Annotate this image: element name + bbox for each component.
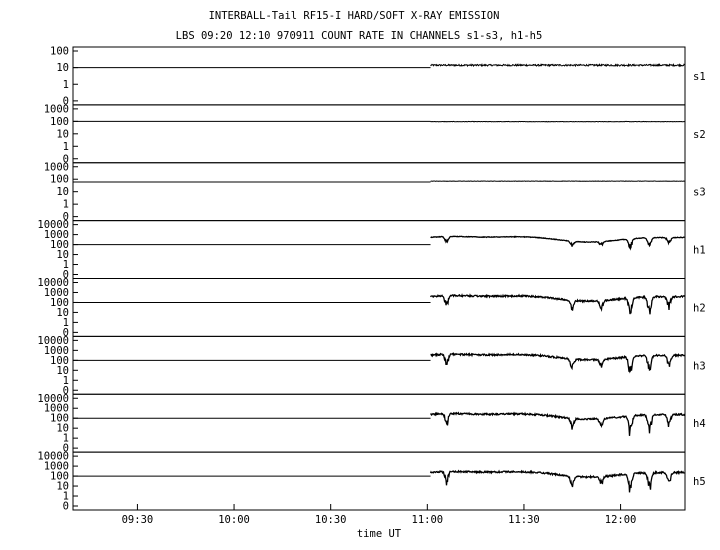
panel-frame (72, 162, 686, 222)
y-tick-label: 1000 (44, 461, 69, 473)
y-tick-label: 10000 (37, 219, 69, 231)
panels: 1001010s110001001010s210001001010s310000… (37, 46, 705, 513)
series-line-h3 (430, 352, 685, 374)
y-tick-label: 0 (63, 501, 69, 513)
x-tick-label: 11:00 (412, 514, 444, 526)
y-tick-label: 100 (50, 239, 69, 251)
y-tick-label: 100 (50, 174, 69, 186)
y-tick-label: 0 (63, 95, 69, 107)
y-tick-label: 1 (63, 141, 69, 153)
panel-frame (72, 104, 686, 164)
y-tick-label: 0 (63, 269, 69, 281)
panel-name: h3 (693, 360, 706, 372)
y-tick-label: 1000 (44, 161, 69, 173)
panel-name: s1 (693, 71, 706, 83)
y-tick-label: 1000 (44, 345, 69, 357)
y-tick-label: 100 (50, 471, 69, 483)
panel-frame (72, 335, 686, 395)
panel-name: h5 (693, 476, 706, 488)
y-tick-label: 10000 (37, 277, 69, 289)
y-tick-label: 1000 (44, 229, 69, 241)
panel-name: h4 (693, 418, 706, 430)
y-tick-label: 1 (63, 79, 69, 91)
x-tick-label: 12:00 (605, 514, 637, 526)
y-tick-label: 1 (63, 317, 69, 329)
panel-name: h2 (693, 302, 706, 314)
y-tick-label: 100 (50, 355, 69, 367)
x-axis: 09:30 10:00 10:30 11:00 11:30 12:00 (122, 504, 637, 526)
panel-frame (72, 393, 686, 453)
y-tick-label: 1000 (44, 103, 69, 115)
y-tick-label: 10 (56, 186, 69, 198)
y-tick-label: 0 (63, 385, 69, 397)
panel-frame (72, 46, 686, 106)
series-line-h4 (430, 411, 686, 436)
y-tick-label: 100 (50, 413, 69, 425)
y-tick-label: 1 (63, 259, 69, 271)
y-tick-label: 100 (50, 46, 69, 58)
x-tick-label: 10:30 (315, 514, 347, 526)
y-tick-label: 10 (56, 423, 69, 435)
y-tick-label: 10 (56, 365, 69, 377)
series-line-s1 (430, 62, 685, 68)
panel-frame (72, 451, 686, 511)
panel-frame (72, 220, 686, 279)
y-tick-label: 10 (56, 249, 69, 261)
y-tick-label: 10000 (37, 393, 69, 405)
y-tick-label: 10 (56, 62, 69, 74)
y-tick-label: 10000 (37, 451, 69, 463)
y-tick-label: 10000 (37, 335, 69, 347)
y-tick-label: 0 (63, 327, 69, 339)
x-tick-label: 10:00 (218, 514, 250, 526)
y-tick-label: 1000 (44, 403, 69, 415)
x-axis-label: time UT (357, 528, 402, 540)
panel-name: s3 (693, 187, 706, 199)
y-tick-label: 0 (63, 443, 69, 455)
y-tick-label: 0 (63, 153, 69, 165)
series-line-h1 (430, 235, 685, 251)
panel-frame (72, 278, 686, 337)
x-tick-label: 09:30 (122, 514, 154, 526)
series-line-h5 (429, 469, 685, 493)
y-tick-label: 1 (63, 491, 69, 503)
y-tick-label: 100 (50, 116, 69, 128)
series-line-h2 (429, 293, 686, 315)
y-tick-label: 1 (63, 199, 69, 211)
y-tick-label: 100 (50, 297, 69, 309)
y-tick-label: 1 (63, 375, 69, 387)
chart-subtitle: LBS 09:20 12:10 970911 COUNT RATE IN CHA… (176, 30, 543, 42)
y-tick-label: 1000 (44, 287, 69, 299)
y-tick-label: 10 (56, 128, 69, 140)
x-tick-label: 11:30 (508, 514, 540, 526)
y-tick-label: 10 (56, 481, 69, 493)
y-tick-label: 1 (63, 433, 69, 445)
panel-name: s2 (693, 129, 706, 141)
y-tick-label: 0 (63, 211, 69, 223)
y-tick-label: 10 (56, 307, 69, 319)
chart-title: INTERBALL-Tail RF15-I HARD/SOFT X-RAY EM… (209, 10, 500, 22)
panel-name: h1 (693, 245, 706, 257)
